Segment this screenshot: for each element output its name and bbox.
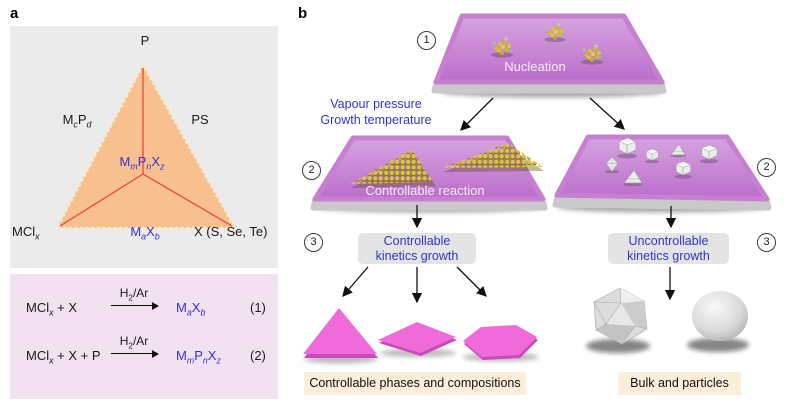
- branch-arrows: [460, 97, 625, 131]
- sphere-icon: [687, 291, 749, 352]
- reaction-1-product: MaXb: [176, 300, 206, 318]
- reaction-arrow-icon: [111, 301, 159, 310]
- reaction-1-condition: H2/Ar: [119, 286, 149, 303]
- panel-a-label: a: [10, 5, 19, 22]
- reaction-2-product: MmPnXz: [176, 348, 221, 366]
- reaction-1-arrow: H2/Ar: [106, 286, 162, 310]
- step-2-left-badge: 2: [302, 161, 321, 180]
- uncontrollable-kinetics-box: Uncontrollable kinetics growth: [608, 233, 729, 264]
- pink-flakes-icon: [303, 308, 539, 364]
- controllable-reaction-label: Controllable reaction: [365, 183, 485, 198]
- reaction-1-row: MClx + X H2/Ar MaXb (1): [10, 286, 278, 332]
- outcome-arrows: [342, 266, 676, 304]
- substrate-uncontrollable: [552, 134, 772, 213]
- controllable-kinetics-box: Controllable kinetics growth: [358, 233, 476, 264]
- reaction-1-number: (1): [250, 300, 266, 315]
- growth-conditions-label: Vapour pressure Growth temperature: [320, 97, 432, 127]
- icosahedron-icon: [586, 287, 650, 353]
- growth-schematic-panel: b 1 2 2 3 3 Nucleation Vapour pressure G…: [290, 0, 794, 419]
- phase-diagram-panel: P McPd PS MmPnXz MClx MaXb X (S, Se, Te): [10, 26, 278, 268]
- reaction-2-arrow: H2/Ar: [106, 334, 162, 358]
- kinetics-arrows: [411, 205, 677, 229]
- reactions-panel: MClx + X H2/Ar MaXb (1) MClx + X + P H2/…: [10, 274, 278, 399]
- step-3-left-badge: 3: [304, 233, 323, 252]
- triangular-flakes-icon: [350, 143, 544, 188]
- reaction-arrow-icon: [111, 349, 159, 358]
- nucleation-label: Nucleation: [504, 59, 566, 74]
- edge-right-label: PS: [191, 112, 209, 127]
- step-3-right-badge: 3: [757, 233, 776, 252]
- vertex-bottom-right-label: X (S, Se, Te): [194, 224, 268, 239]
- right-caption-box: Bulk and particles: [618, 372, 741, 395]
- reaction-2-number: (2): [250, 348, 266, 363]
- ternary-diagram-graphic: [54, 62, 238, 230]
- edge-left-label: McPd: [62, 112, 92, 130]
- substrate-controllable: [310, 135, 548, 213]
- panel-b-label: b: [298, 5, 308, 22]
- left-caption-box: Controllable phases and compositions: [304, 372, 526, 395]
- reaction-2-row: MClx + X + P H2/Ar MmPnXz (2): [10, 334, 278, 380]
- reaction-1-reactants: MClx + X: [26, 300, 78, 318]
- tie-lines: [59, 68, 233, 227]
- reaction-2-condition: H2/Ar: [119, 334, 149, 351]
- ternary-triangle: [54, 62, 238, 230]
- vertex-bottom-left-label: MClx: [12, 224, 40, 242]
- center-compound-label: MmPnXz: [119, 154, 165, 172]
- reaction-2-reactants: MClx + X + P: [26, 348, 101, 366]
- step-2-right-badge: 2: [757, 158, 776, 177]
- vertex-top-label: P: [140, 33, 150, 48]
- schematic-graphic: [303, 13, 772, 364]
- step-1-badge: 1: [417, 31, 436, 50]
- edge-bottom-label: MaXb: [130, 224, 160, 242]
- substrate-nucleation: [431, 13, 667, 98]
